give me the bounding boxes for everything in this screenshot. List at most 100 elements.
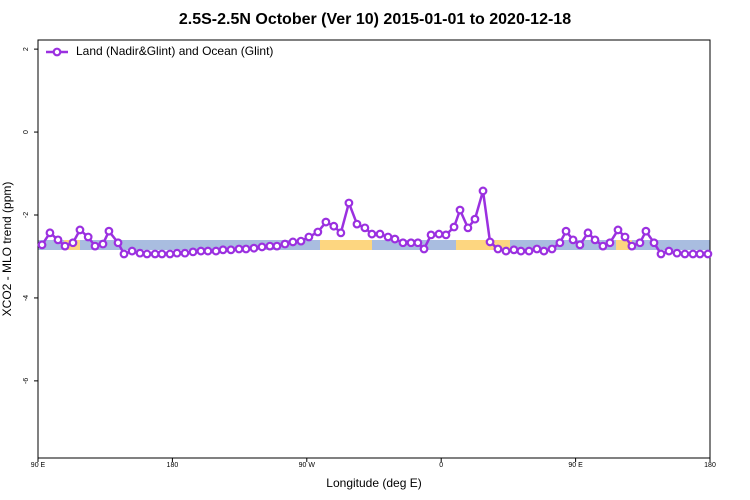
data-point xyxy=(211,246,221,256)
data-point xyxy=(90,241,100,251)
data-point xyxy=(280,239,290,249)
data-point xyxy=(664,246,674,256)
data-point xyxy=(218,245,228,255)
y-tick-label: 0 xyxy=(23,130,30,134)
data-point xyxy=(383,232,393,242)
data-point xyxy=(449,222,459,232)
data-point xyxy=(688,249,698,259)
x-tick-label: 90 W xyxy=(299,462,316,469)
data-point xyxy=(60,241,70,251)
data-point xyxy=(703,249,713,259)
data-point xyxy=(413,238,423,248)
x-tick-label: 90 E xyxy=(568,462,583,469)
land-band xyxy=(456,240,510,250)
data-point xyxy=(249,243,259,253)
data-point xyxy=(493,244,503,254)
data-point xyxy=(45,228,55,238)
data-point xyxy=(241,244,251,254)
ocean-band xyxy=(38,240,710,250)
data-point xyxy=(188,247,198,257)
data-point xyxy=(620,232,630,242)
x-tick-label: 180 xyxy=(704,462,716,469)
data-point xyxy=(375,229,385,239)
data-point xyxy=(568,235,578,245)
data-point xyxy=(605,238,615,248)
data-point xyxy=(532,244,542,254)
chart-title: 2.5S-2.5N October (Ver 10) 2015-01-01 to… xyxy=(179,11,571,28)
data-point xyxy=(53,235,63,245)
data-point xyxy=(426,230,436,240)
data-point xyxy=(419,244,429,254)
y-axis-label: XCO2 - MLO trend (ppm) xyxy=(0,182,14,317)
data-point xyxy=(516,246,526,256)
data-point xyxy=(83,232,93,242)
data-point xyxy=(672,248,682,258)
data-point xyxy=(649,238,659,248)
data-point xyxy=(613,225,623,235)
data-point xyxy=(75,225,85,235)
data-point xyxy=(641,226,651,236)
data-point xyxy=(196,246,206,256)
data-point xyxy=(127,246,137,256)
data-point xyxy=(367,229,377,239)
data-point xyxy=(68,238,78,248)
data-point xyxy=(288,237,298,247)
x-tick-label: 90 E xyxy=(31,462,46,469)
data-point xyxy=(463,223,473,233)
y-tick-label: -4 xyxy=(23,295,30,301)
data-point xyxy=(180,248,190,258)
data-point xyxy=(344,198,354,208)
data-point xyxy=(226,245,236,255)
plot-frame xyxy=(37,39,711,459)
legend-marker xyxy=(52,47,62,57)
data-point xyxy=(150,249,160,259)
data-point xyxy=(561,226,571,236)
data-point xyxy=(598,241,608,251)
data-point xyxy=(485,237,495,247)
data-point xyxy=(165,249,175,259)
data-point xyxy=(455,205,465,215)
data-point xyxy=(656,249,666,259)
legend-label: Land (Nadir&Glint) and Ocean (Glint) xyxy=(76,44,273,58)
data-point xyxy=(406,238,416,248)
data-point xyxy=(172,248,182,258)
data-point xyxy=(119,249,129,259)
data-point xyxy=(434,229,444,239)
data-point xyxy=(441,230,451,240)
data-point xyxy=(104,226,114,236)
data-point xyxy=(203,246,213,256)
data-point xyxy=(547,244,557,254)
data-point xyxy=(135,248,145,258)
data-point xyxy=(575,240,585,250)
data-point xyxy=(360,223,370,233)
data-point xyxy=(265,241,275,251)
x-tick-label: 180 xyxy=(167,462,179,469)
data-point xyxy=(555,238,565,248)
data-point xyxy=(296,236,306,246)
data-point xyxy=(509,245,519,255)
data-point xyxy=(313,227,323,237)
data-point xyxy=(37,240,47,250)
y-tick-label: 2 xyxy=(23,47,30,51)
data-point xyxy=(524,246,534,256)
data-point xyxy=(234,244,244,254)
data-point xyxy=(695,249,705,259)
data-point xyxy=(142,249,152,259)
land-band xyxy=(616,240,632,250)
data-point xyxy=(583,228,593,238)
data-point xyxy=(321,217,331,227)
data-point xyxy=(257,242,267,252)
data-point xyxy=(635,238,645,248)
land-band xyxy=(320,240,372,250)
data-point xyxy=(590,235,600,245)
data-point xyxy=(539,246,549,256)
data-point xyxy=(478,186,488,196)
data-point xyxy=(398,238,408,248)
y-tick-label: -2 xyxy=(23,212,30,218)
data-point xyxy=(98,239,108,249)
data-point xyxy=(627,241,637,251)
data-point xyxy=(352,219,362,229)
data-point xyxy=(680,249,690,259)
